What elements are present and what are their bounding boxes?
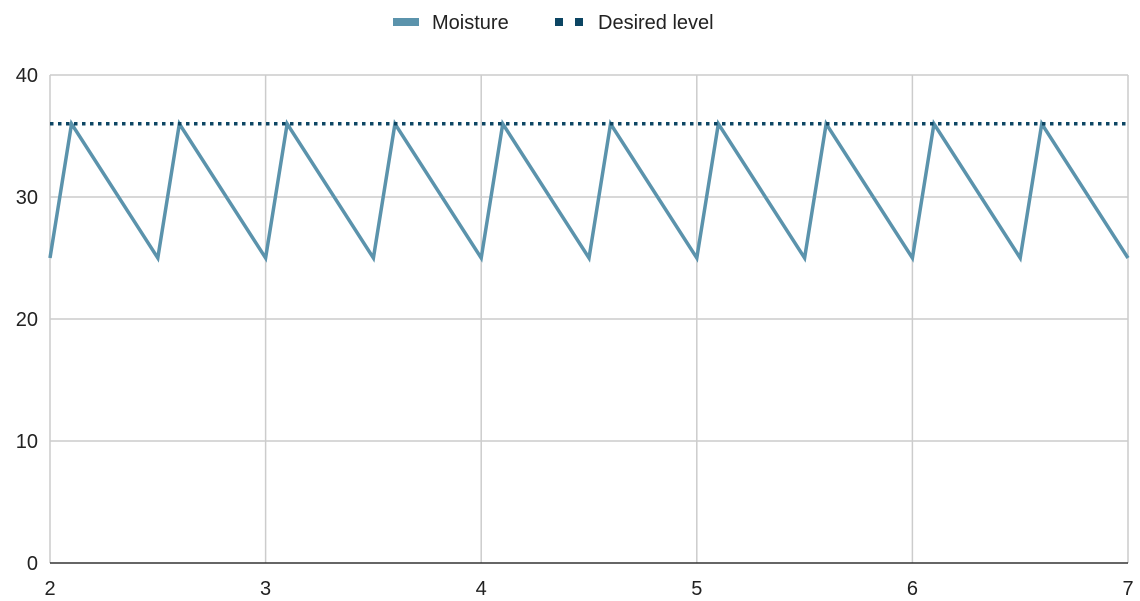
- moisture-line: [48, 119, 1130, 263]
- legend-swatch-desired-level-a: [555, 18, 563, 26]
- legend-label-1: Desired level: [598, 12, 714, 34]
- x-tick-label-4: 6: [907, 578, 918, 600]
- legend: Moisture Desired level: [393, 12, 714, 34]
- x-tick-label-5: 7: [1122, 578, 1133, 600]
- series-group: [48, 119, 1130, 263]
- x-tick-label-2: 4: [476, 578, 487, 600]
- y-tick-label-4: 40: [16, 65, 38, 87]
- y-tick-label-1: 10: [16, 431, 38, 453]
- y-tick-label-3: 30: [16, 187, 38, 209]
- x-tick-label-3: 5: [691, 578, 702, 600]
- grid-lines: [49, 74, 1129, 563]
- tick-labels: 0 10 20 30 40 2 3 4 5 6 7: [16, 65, 1134, 600]
- legend-swatch-moisture: [393, 18, 419, 26]
- legend-swatch-desired-level-b: [575, 18, 583, 26]
- y-tick-label-2: 20: [16, 309, 38, 331]
- x-tick-label-1: 3: [260, 578, 271, 600]
- x-tick-label-0: 2: [44, 578, 55, 600]
- legend-label-0: Moisture: [432, 12, 509, 34]
- y-tick-label-0: 0: [27, 553, 38, 575]
